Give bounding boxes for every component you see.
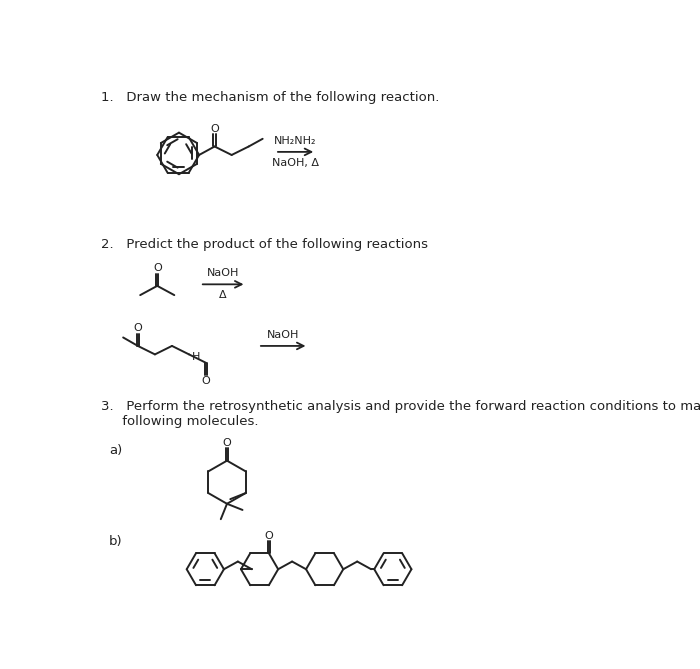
Text: H: H: [192, 352, 200, 362]
Text: O: O: [223, 438, 232, 448]
Text: O: O: [134, 323, 142, 333]
Text: O: O: [153, 263, 162, 273]
Text: b): b): [109, 535, 122, 548]
Text: Δ: Δ: [219, 290, 227, 300]
Text: NaOH: NaOH: [267, 330, 300, 340]
Text: NH₂NH₂: NH₂NH₂: [274, 136, 317, 146]
Text: 1.   Draw the mechanism of the following reaction.: 1. Draw the mechanism of the following r…: [102, 91, 440, 104]
Text: O: O: [265, 531, 273, 541]
Text: NaOH: NaOH: [207, 268, 239, 278]
Text: O: O: [210, 124, 219, 134]
Text: a): a): [109, 444, 122, 457]
Text: 3.   Perform the retrosynthetic analysis and provide the forward reaction condit: 3. Perform the retrosynthetic analysis a…: [102, 400, 700, 428]
Text: O: O: [202, 375, 211, 385]
Text: NaOH, Δ: NaOH, Δ: [272, 158, 319, 168]
Text: 2.   Predict the product of the following reactions: 2. Predict the product of the following …: [102, 238, 428, 251]
